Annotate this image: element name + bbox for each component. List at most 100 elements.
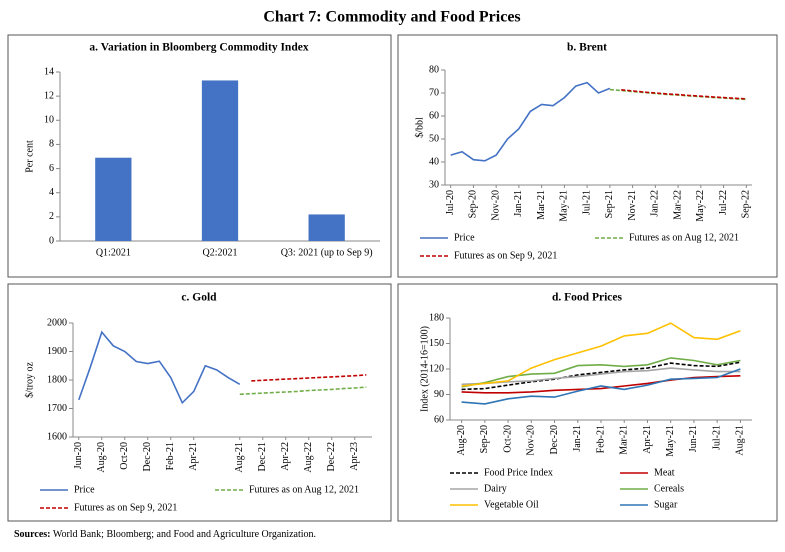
y-axis-label: Per cent bbox=[24, 140, 35, 173]
x-tick-label: May-22 bbox=[695, 190, 706, 222]
y-tick-label: 60 bbox=[429, 110, 439, 121]
panel bbox=[397, 283, 778, 522]
y-tick-label: 1800 bbox=[47, 374, 67, 385]
x-tick-label: Mar-21 bbox=[619, 425, 630, 455]
legend-label: Meat bbox=[654, 467, 675, 478]
x-tick-label: Nov-21 bbox=[627, 190, 638, 221]
chart-title: a. Variation in Bloomberg Commodity Inde… bbox=[89, 42, 308, 54]
x-tick-label: Sep-22 bbox=[741, 190, 752, 218]
x-tick-label: Apr-21 bbox=[642, 425, 653, 454]
y-tick-label: 2000 bbox=[47, 317, 67, 328]
y-tick-label: 180 bbox=[429, 312, 444, 323]
x-tick-label: Feb-21 bbox=[595, 425, 606, 453]
y-tick-label: 80 bbox=[429, 64, 439, 75]
x-tick-label: Apr-23 bbox=[349, 442, 360, 471]
line bbox=[251, 374, 367, 382]
y-tick-label: 60 bbox=[434, 414, 444, 425]
x-tick-label: Sep-21 bbox=[604, 190, 615, 218]
x-tick-label: Q3: 2021 (up to Sep 9) bbox=[281, 247, 373, 258]
x-tick-label: Q1:2021 bbox=[96, 247, 131, 258]
y-tick-label: 1900 bbox=[47, 346, 67, 357]
bar bbox=[95, 157, 132, 241]
legend-label: Futures as on Aug 12, 2021 bbox=[249, 484, 359, 495]
chart-title: c. Gold bbox=[181, 292, 217, 304]
chart-title: d. Food Prices bbox=[552, 292, 622, 304]
x-tick-label: Jun-20 bbox=[73, 442, 84, 469]
y-axis-label: Index (2014-16=100) bbox=[419, 326, 430, 412]
y-tick-label: 40 bbox=[429, 156, 439, 167]
line bbox=[461, 367, 741, 386]
line bbox=[78, 330, 241, 405]
y-tick-label: 90 bbox=[434, 389, 444, 400]
legend-label: Vegetable Oil bbox=[484, 499, 539, 510]
legend-label: Price bbox=[454, 232, 475, 243]
y-tick-label: 12 bbox=[44, 90, 54, 101]
x-tick-label: Dec-20 bbox=[142, 442, 153, 471]
x-tick-label: Sep-20 bbox=[468, 190, 479, 218]
y-tick-label: 14 bbox=[44, 66, 54, 77]
bar bbox=[201, 80, 239, 241]
y-tick-label: 1600 bbox=[47, 431, 67, 442]
x-tick-label: Oct-20 bbox=[119, 442, 130, 470]
chart-title: b. Brent bbox=[567, 42, 607, 54]
legend-label: Cereals bbox=[654, 483, 684, 494]
panel bbox=[397, 34, 778, 278]
y-tick-label: 6 bbox=[49, 163, 54, 174]
legend-label: Futures as on Sep 9, 2021 bbox=[454, 250, 557, 261]
x-tick-label: Jul-21 bbox=[581, 190, 592, 215]
y-tick-label: 1700 bbox=[47, 403, 67, 414]
x-tick-label: Feb-21 bbox=[165, 442, 176, 470]
x-tick-label: Nov-20 bbox=[526, 425, 537, 456]
x-tick-label: Oct-20 bbox=[502, 425, 513, 453]
y-axis-label: $/bbl bbox=[414, 117, 425, 138]
source: Sources: World Bank; Bloomberg; and Food… bbox=[14, 529, 316, 540]
x-tick-label: Dec-20 bbox=[549, 425, 560, 454]
bar bbox=[308, 214, 345, 241]
x-tick-label: May-21 bbox=[559, 190, 570, 222]
x-tick-label: Jul-20 bbox=[445, 190, 456, 215]
panel bbox=[7, 34, 392, 278]
y-tick-label: 150 bbox=[429, 338, 444, 349]
x-tick-label: Nov-20 bbox=[490, 190, 501, 221]
legend-label: Food Price Index bbox=[484, 467, 553, 478]
x-tick-label: Jan-21 bbox=[572, 425, 583, 452]
x-tick-label: Mar-22 bbox=[672, 190, 683, 220]
y-tick-label: 2 bbox=[49, 211, 54, 222]
x-tick-label: Aug-20 bbox=[456, 425, 467, 456]
x-tick-label: Jul-21 bbox=[711, 425, 722, 450]
x-tick-label: Mar-21 bbox=[536, 190, 547, 220]
line bbox=[461, 357, 741, 388]
x-tick-label: Aug-21 bbox=[735, 425, 746, 456]
figure-title: Chart 7: Commodity and Food Prices bbox=[263, 9, 520, 26]
x-tick-label: Aug-22 bbox=[303, 442, 314, 473]
x-tick-label: Apr-21 bbox=[188, 442, 199, 471]
legend-label: Dairy bbox=[484, 483, 507, 494]
line bbox=[461, 361, 741, 391]
y-tick-label: 50 bbox=[429, 133, 439, 144]
y-tick-label: 4 bbox=[49, 187, 54, 198]
x-tick-label: Sep-20 bbox=[479, 425, 490, 453]
x-tick-label: Aug-21 bbox=[234, 442, 245, 473]
y-tick-label: 30 bbox=[429, 179, 439, 190]
x-tick-label: Dec-22 bbox=[326, 442, 337, 471]
y-tick-label: 120 bbox=[429, 363, 444, 374]
line bbox=[461, 368, 741, 405]
line bbox=[450, 81, 611, 162]
y-axis-label: $/troy oz bbox=[24, 362, 35, 398]
y-tick-label: 0 bbox=[49, 235, 54, 246]
panel bbox=[7, 283, 392, 522]
legend-label: Price bbox=[74, 484, 95, 495]
x-tick-label: Aug-20 bbox=[96, 442, 107, 473]
line bbox=[621, 89, 747, 100]
x-tick-label: Jan-21 bbox=[513, 190, 524, 217]
y-tick-label: 10 bbox=[44, 115, 54, 126]
source-text: World Bank; Bloomberg; and Food and Agri… bbox=[53, 529, 316, 540]
x-tick-label: Jun-21 bbox=[688, 425, 699, 452]
line bbox=[461, 375, 741, 394]
y-tick-label: 70 bbox=[429, 87, 439, 98]
x-tick-label: Q2:2021 bbox=[203, 247, 238, 258]
legend-label: Futures as on Sep 9, 2021 bbox=[74, 502, 177, 513]
x-tick-label: Jan-22 bbox=[650, 190, 661, 217]
x-tick-label: Apr-22 bbox=[280, 442, 291, 471]
